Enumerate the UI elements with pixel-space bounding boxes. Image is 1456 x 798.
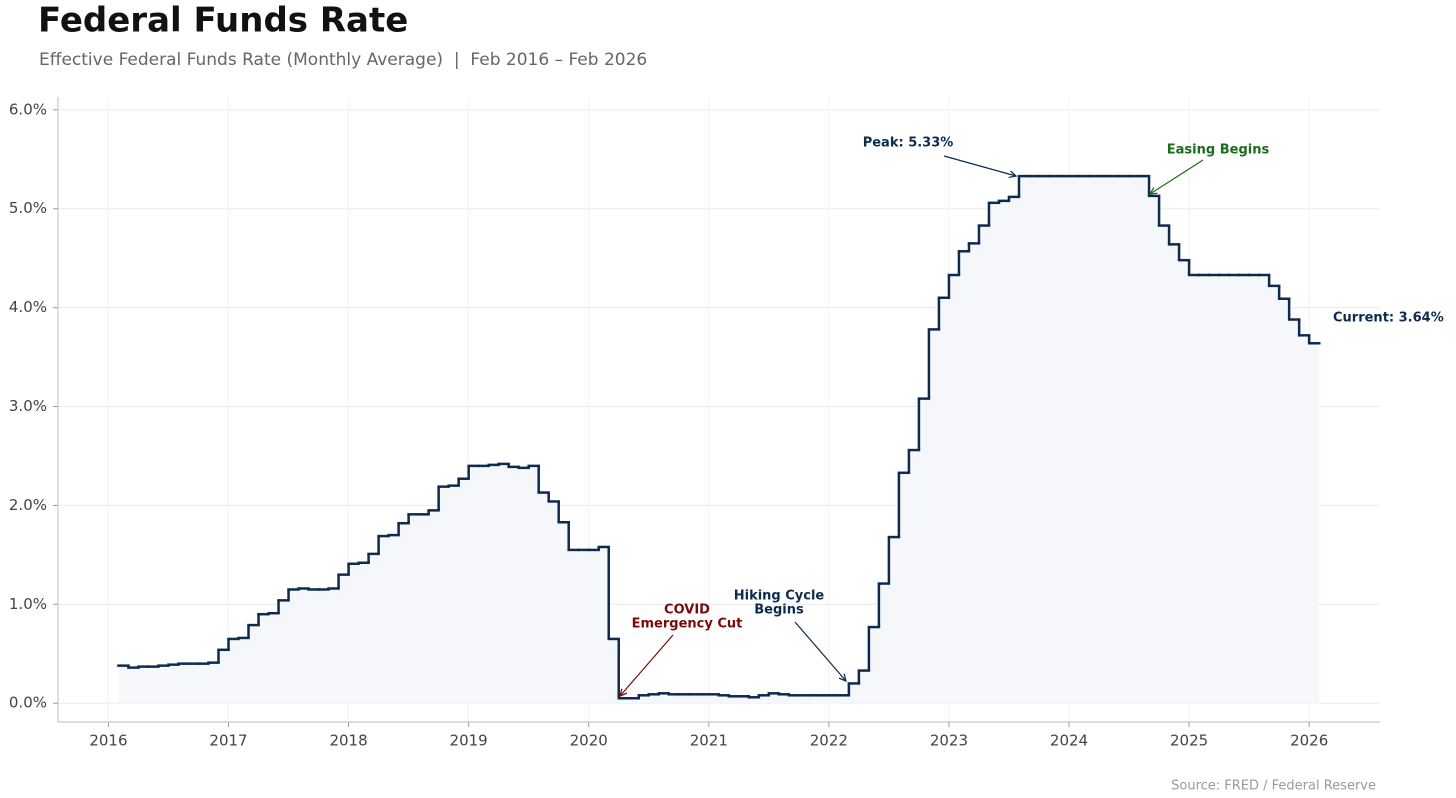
annotation: Current: 3.64%	[1333, 311, 1444, 326]
annotation: Easing Begins	[1167, 143, 1270, 158]
annotation: COVID	[664, 603, 710, 618]
source-note: Source: FRED / Federal Reserve	[1171, 779, 1376, 794]
y-tick-label: 6.0%	[9, 100, 47, 118]
y-tick-label: 2.0%	[9, 496, 47, 514]
x-tick-label: 2023	[930, 732, 968, 750]
chart-title: Federal Funds Rate	[38, 1, 408, 41]
area-fill	[118, 176, 1320, 704]
x-tick-label: 2024	[1050, 732, 1088, 750]
x-tick-label: 2022	[810, 732, 848, 750]
y-tick-label: 3.0%	[9, 397, 47, 415]
x-tick-label: 2018	[329, 732, 367, 750]
annotation-arrow	[794, 621, 846, 681]
annotation: Peak: 5.33%	[863, 136, 954, 151]
annotation-arrow	[943, 155, 1016, 176]
annotation: Hiking Cycle	[734, 589, 825, 604]
x-tick-label: 2020	[570, 732, 608, 750]
x-tick-label: 2016	[89, 732, 127, 750]
x-tick-label: 2017	[209, 732, 247, 750]
x-tick-label: 2019	[450, 732, 488, 750]
x-tick-label: 2026	[1290, 732, 1328, 750]
y-tick-label: 5.0%	[9, 199, 47, 217]
annotation: Emergency Cut	[632, 617, 743, 632]
annotation-arrow	[620, 634, 674, 696]
y-tick-label: 0.0%	[9, 694, 47, 712]
x-tick-label: 2025	[1170, 732, 1208, 750]
annotation: Begins	[754, 603, 804, 618]
x-tick-label: 2021	[690, 732, 728, 750]
annotation-arrow	[1150, 159, 1204, 194]
chart-subtitle: Effective Federal Funds Rate (Monthly Av…	[39, 50, 647, 70]
y-tick-label: 1.0%	[9, 595, 47, 613]
y-tick-label: 4.0%	[9, 298, 47, 316]
